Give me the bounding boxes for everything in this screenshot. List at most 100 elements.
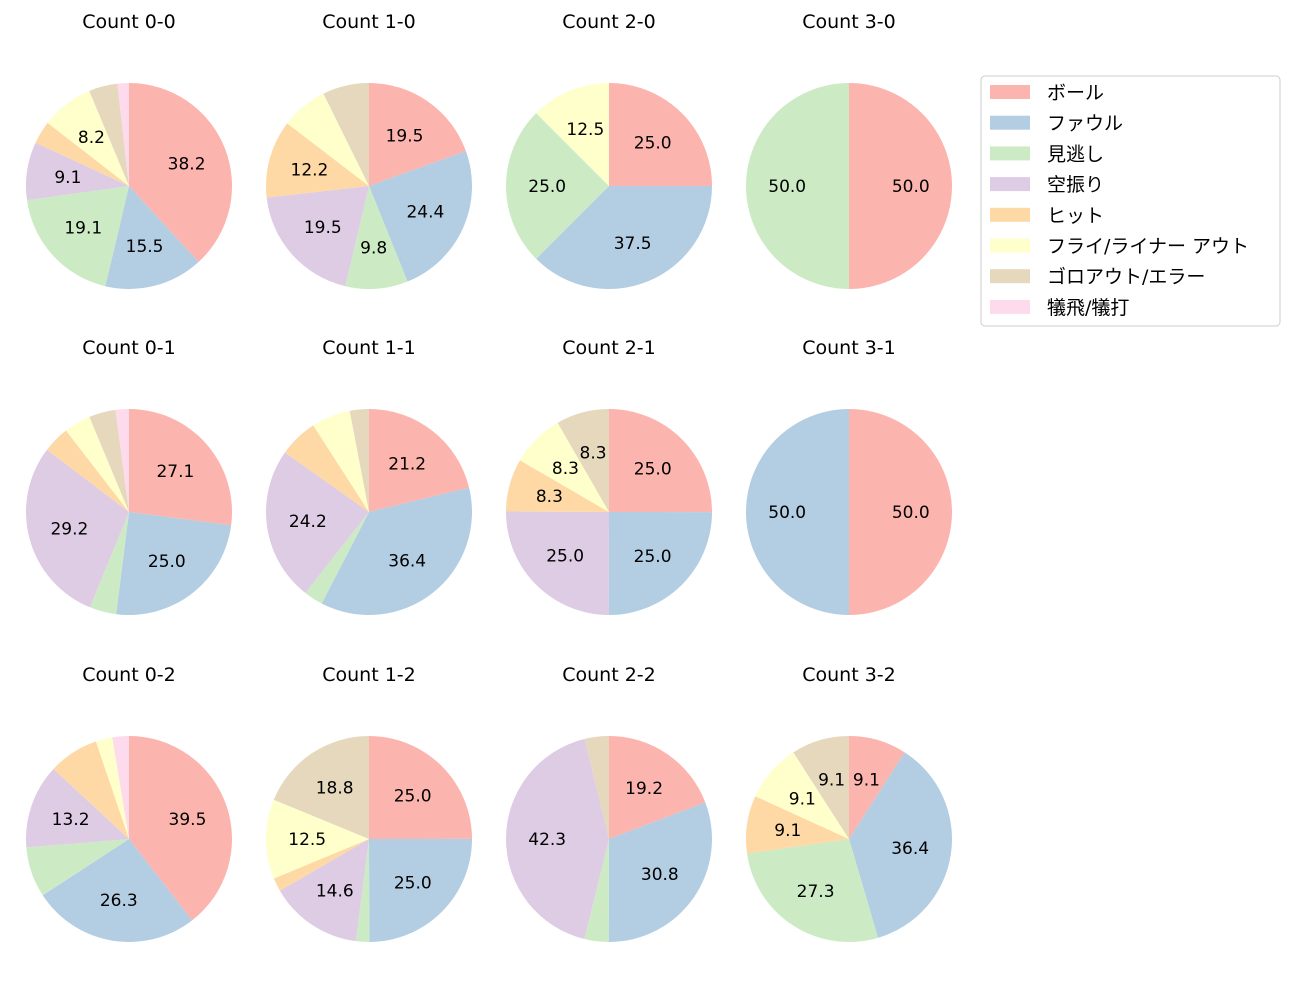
- slice-ball: [369, 83, 466, 186]
- slice-fly-liner-out: [65, 416, 129, 512]
- slice-ball: [849, 736, 905, 839]
- slice-label-ground-out-error: 8.3: [580, 443, 607, 463]
- slice-ground-out-error: [557, 409, 609, 512]
- slice-foul: [536, 186, 712, 289]
- slice-label-ground-out-error: 9.1: [818, 771, 845, 791]
- slice-ball: [849, 409, 952, 615]
- legend-swatch-called-strike: [990, 146, 1030, 161]
- slice-swinging-strike: [266, 452, 369, 593]
- slice-label-called-strike: 19.1: [64, 219, 102, 239]
- slice-label-ball: 50.0: [892, 177, 930, 197]
- legend-swatch-ground-out-error: [990, 269, 1030, 284]
- slice-swinging-strike: [25, 768, 129, 848]
- slice-label-called-strike: 25.0: [528, 177, 566, 197]
- pie-count-0-0: Count 0-0 38.2 15.5 19.1 9.1 8.2: [25, 11, 232, 289]
- slice-label-ball: 21.2: [388, 454, 426, 474]
- slice-label-fly-liner-out: 8.2: [78, 128, 105, 148]
- slice-label-swinging-strike: 29.2: [50, 519, 88, 539]
- legend-label-foul: ファウル: [1047, 113, 1123, 135]
- slice-ball: [129, 735, 233, 921]
- pie-title: Count 2-1: [562, 337, 656, 359]
- slice-label-hit: 8.3: [536, 487, 563, 507]
- slice-label-hit: 12.2: [291, 161, 329, 181]
- pie-count-0-1: Count 0-1 27.1 25.0 29.2: [26, 337, 232, 615]
- slice-label-ball: 19.5: [386, 126, 424, 146]
- slice-called-strike: [355, 839, 370, 943]
- slice-label-ball: 9.1: [853, 771, 880, 791]
- legend-swatch-ball: [990, 85, 1030, 99]
- slice-ball: [129, 409, 232, 526]
- slice-swinging-strike: [505, 738, 609, 939]
- slice-sacrifice: [117, 83, 129, 186]
- slice-fly-liner-out: [95, 737, 129, 839]
- slice-ball: [369, 736, 472, 839]
- slice-label-ball: 50.0: [892, 503, 930, 523]
- legend-label-ground-out-error: ゴロアウト/エラー: [1047, 266, 1205, 288]
- slice-fly-liner-out: [265, 799, 369, 879]
- slice-ball: [609, 409, 713, 513]
- slice-label-ball: 19.2: [625, 779, 663, 799]
- pies-group: Count 0-0 38.2 15.5 19.1 9.1 8.2 Count 1-0 19.5…: [25, 11, 953, 943]
- slice-foul: [116, 512, 232, 615]
- slice-label-foul: 36.4: [891, 839, 929, 859]
- legend-swatch-sacrifice: [990, 299, 1030, 314]
- pie-count-0-2: Count 0-2 39.5 26.3 13.2: [25, 664, 233, 943]
- slice-ball: [129, 83, 232, 262]
- slice-swinging-strike: [505, 511, 609, 615]
- slice-label-swinging-strike: 9.1: [54, 168, 81, 188]
- slice-label-foul: 50.0: [768, 503, 806, 523]
- slice-label-swinging-strike: 19.5: [304, 218, 342, 238]
- pie-title: Count 1-0: [322, 11, 416, 33]
- slice-hit: [266, 123, 369, 198]
- pie-count-2-2: Count 2-2 19.2 30.8 42.3: [505, 664, 712, 943]
- slice-label-fly-liner-out: 12.5: [566, 120, 604, 140]
- slice-sacrifice: [112, 736, 129, 839]
- slice-sacrifice: [115, 409, 129, 512]
- slice-hit: [35, 122, 129, 186]
- slice-label-swinging-strike: 24.2: [289, 512, 327, 532]
- pie-title: Count 0-1: [82, 337, 176, 359]
- slice-hit: [46, 430, 129, 512]
- slice-label-ball: 39.5: [169, 810, 207, 830]
- slice-swinging-strike: [26, 449, 130, 608]
- slice-label-fly-liner-out: 12.5: [288, 830, 326, 850]
- pie-title: Count 3-1: [802, 337, 896, 359]
- slice-called-strike: [584, 839, 609, 942]
- slice-label-foul: 25.0: [634, 547, 672, 567]
- slice-swinging-strike: [266, 186, 369, 287]
- slice-ball: [369, 409, 470, 512]
- slice-swinging-strike: [279, 839, 369, 942]
- legend-label-called-strike: 見逃し: [1047, 143, 1104, 165]
- legend-label-ball: ボール: [1047, 82, 1104, 104]
- slice-label-ground-out-error: 18.8: [316, 779, 354, 799]
- slice-ground-out-error: [89, 83, 129, 186]
- pie-title: Count 3-0: [802, 11, 896, 33]
- slice-ground-out-error: [793, 736, 849, 839]
- slice-called-strike: [746, 83, 849, 289]
- slice-label-foul: 25.0: [148, 552, 186, 572]
- legend-label-fly-liner-out: フライ/ライナー アウト: [1047, 236, 1249, 258]
- slice-label-swinging-strike: 13.2: [52, 810, 90, 830]
- slice-hit: [284, 425, 369, 512]
- slice-called-strike: [26, 839, 130, 896]
- pie-count-2-0: Count 2-0 25.0 37.5 25.0 12.5: [506, 11, 712, 289]
- slice-label-foul: 24.4: [406, 202, 444, 222]
- legend-swatch-fly-liner-out: [990, 238, 1030, 253]
- slice-fly-liner-out: [313, 410, 369, 512]
- slice-called-strike: [506, 113, 609, 259]
- slice-hit: [53, 741, 129, 839]
- slice-ball: [609, 83, 712, 186]
- slice-foul: [42, 839, 193, 943]
- slice-foul: [608, 802, 712, 943]
- slice-hit: [506, 460, 609, 512]
- pie-title: Count 2-2: [562, 664, 656, 686]
- slice-label-swinging-strike: 25.0: [546, 547, 584, 567]
- slice-foul: [321, 487, 473, 616]
- slice-ball: [849, 83, 952, 289]
- slice-label-foul: 26.3: [100, 891, 138, 911]
- slice-foul: [849, 752, 953, 938]
- legend-frame: [980, 75, 1281, 327]
